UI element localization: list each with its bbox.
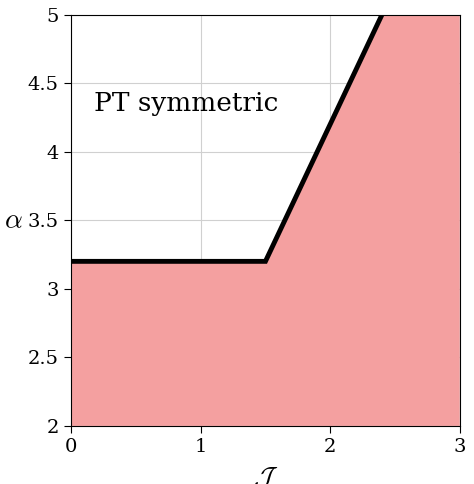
X-axis label: $\mathcal{J}$: $\mathcal{J}$: [253, 465, 278, 484]
Polygon shape: [71, 15, 460, 426]
Text: PT symmetric: PT symmetric: [94, 91, 279, 116]
Y-axis label: $\alpha$: $\alpha$: [4, 207, 23, 234]
